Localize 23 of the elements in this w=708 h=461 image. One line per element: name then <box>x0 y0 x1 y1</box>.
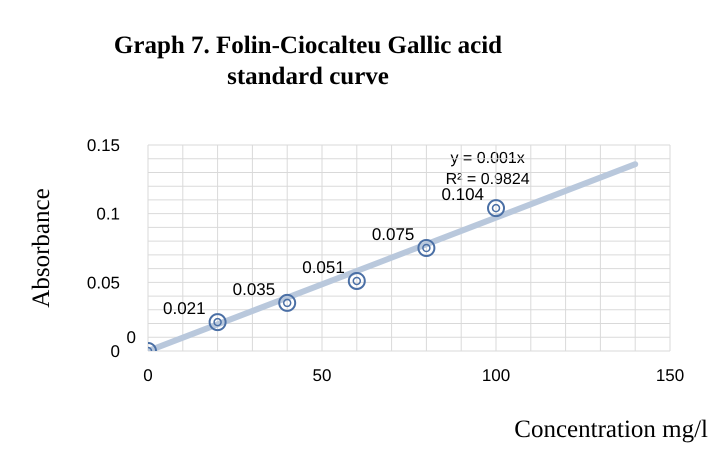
annotation: R² = 0.9824 <box>444 171 531 188</box>
x-tick-label: 0 <box>143 366 153 386</box>
data-label: 0.035 <box>232 280 276 299</box>
point <box>487 199 505 218</box>
x-tick-label: 50 <box>312 366 332 386</box>
data-label: 0.051 <box>302 258 345 277</box>
point <box>417 239 436 257</box>
chart-title: Graph 7. Folin-Ciocalteu Gallic acid standard curve <box>112 31 504 92</box>
point <box>208 313 227 332</box>
y-tick-label: 0 <box>110 342 120 362</box>
data-label: 0.021 <box>163 299 206 318</box>
x-axis-title: Concentration mg/l <box>514 416 708 444</box>
y-tick-label: 0.1 <box>96 204 120 224</box>
y-tick-label: 0.05 <box>86 273 120 292</box>
y-axis-title: Absorbance <box>28 188 56 308</box>
point <box>278 294 296 312</box>
data-label: 0.104 <box>441 185 484 204</box>
x-tick-label: 150 <box>656 366 684 386</box>
x-tick-label: 100 <box>482 366 510 386</box>
data-label: 0 <box>126 328 136 347</box>
y-tick-label: 0.15 <box>86 136 120 156</box>
data-label: 0.075 <box>372 225 414 244</box>
point <box>348 272 366 290</box>
